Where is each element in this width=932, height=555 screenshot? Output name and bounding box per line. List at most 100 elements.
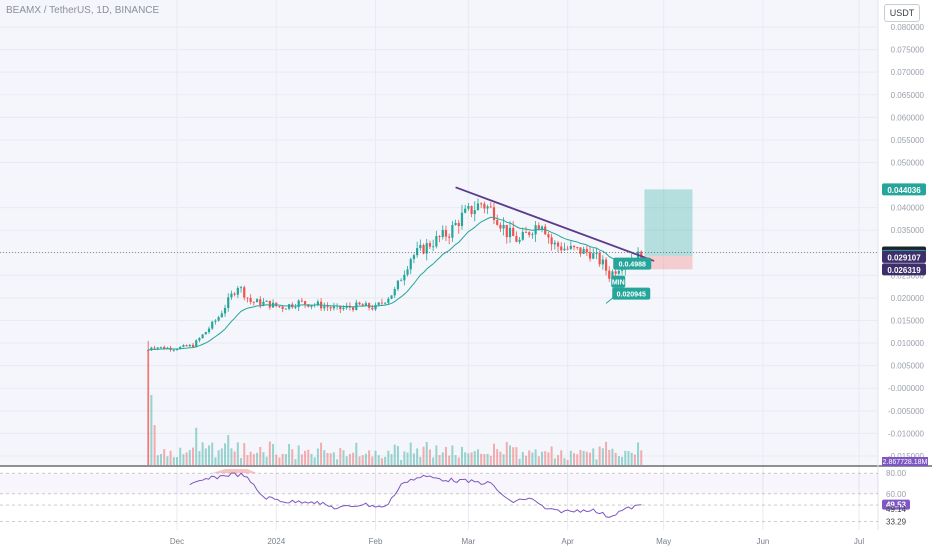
moving-average-line: [148, 216, 642, 351]
candle-body: [454, 222, 457, 226]
candle-body: [281, 306, 284, 309]
candle-body: [608, 270, 611, 279]
volume-bar: [412, 453, 415, 465]
volume-bar: [352, 452, 355, 465]
candle-body: [531, 234, 534, 236]
y-tick-label: 0.005000: [891, 362, 925, 371]
candle-body: [620, 269, 624, 271]
volume-bar: [409, 442, 412, 465]
symbol-title: BEAMX / TetherUS, 1D, BINANCE: [6, 5, 160, 16]
candle-body: [566, 248, 569, 250]
candle-body: [438, 236, 441, 237]
volume-bar: [377, 455, 380, 465]
y-tick-label: -0.000000: [888, 384, 925, 393]
volume-bar: [438, 455, 441, 465]
volume-bar: [595, 459, 598, 465]
volume-bar: [435, 445, 438, 465]
volume-bar: [380, 458, 383, 465]
volume-bar: [525, 455, 528, 465]
candle-body: [432, 246, 435, 248]
volume-bar: [406, 452, 409, 465]
candle-body: [441, 229, 444, 237]
candle-body: [524, 232, 528, 233]
rsi-line: [189, 472, 642, 518]
volume-bar: [208, 445, 211, 465]
volume-bar: [265, 456, 268, 465]
candle-body: [435, 236, 438, 247]
y-tick-label: 0.025000: [891, 271, 925, 280]
volume-bar: [460, 446, 463, 465]
rsi-overbought-fill: [212, 469, 258, 474]
volume-bar: [262, 452, 265, 465]
volume-bar: [310, 453, 313, 465]
volume-bar: [422, 446, 425, 465]
volume-bar: [617, 456, 620, 465]
candle-body: [553, 242, 556, 245]
candle-body: [249, 297, 252, 302]
candle-body: [496, 220, 499, 225]
candle-body: [268, 300, 271, 308]
volume-bar: [480, 453, 483, 465]
rsi-current-label: 49.53: [886, 501, 907, 510]
volume-bar: [291, 449, 294, 465]
volume-bar: [601, 448, 604, 465]
volume-bar: [444, 446, 447, 465]
volume-bar: [227, 435, 230, 465]
volume-bar: [326, 452, 329, 465]
volume-bar: [541, 451, 544, 465]
candle-body: [323, 306, 326, 309]
volume-bar: [294, 459, 297, 465]
x-tick-label: May: [656, 537, 671, 546]
candle-body: [416, 248, 419, 256]
volume-bar: [592, 448, 595, 465]
volume-bar: [630, 452, 633, 465]
candle-body: [352, 307, 355, 310]
volume-bar: [550, 446, 553, 465]
volume-bar: [640, 450, 643, 465]
currency-button[interactable]: USDT: [884, 4, 920, 22]
stop-zone: [644, 255, 693, 270]
candle-body: [576, 247, 579, 248]
candle-body: [508, 227, 512, 238]
candle-body: [588, 252, 592, 259]
candle-body: [585, 248, 588, 253]
volume-bar: [483, 454, 486, 465]
volume-bar: [416, 448, 419, 465]
x-tick-label: Dec: [170, 537, 184, 546]
candle-body: [604, 259, 608, 271]
volume-bar: [249, 451, 252, 465]
x-tick-label: Jul: [854, 537, 864, 546]
candle-body: [191, 344, 195, 347]
volume-bar: [307, 449, 310, 465]
volume-bar: [521, 451, 524, 465]
volume-bar: [589, 452, 592, 465]
candle-body: [451, 225, 454, 238]
volume-bar: [195, 427, 198, 465]
price-label-text: 0.026319: [887, 266, 921, 275]
candle-body: [185, 345, 188, 347]
candle-body: [179, 346, 182, 350]
volume-bar: [396, 446, 399, 465]
volume-bar: [496, 449, 499, 465]
volume-bar: [153, 425, 156, 465]
x-tick-label: Mar: [461, 537, 475, 546]
volume-bar: [569, 450, 572, 465]
rsi-current-box: [882, 499, 910, 510]
volume-bar: [534, 449, 537, 465]
rsi-tick-label: 33.29: [886, 517, 907, 526]
candle-body: [223, 307, 227, 314]
y-tick-label: 0.010000: [891, 339, 925, 348]
candle-body: [204, 332, 207, 335]
volume-bar: [159, 453, 162, 465]
volume-bar: [393, 444, 396, 465]
x-tick-label: 2024: [267, 537, 285, 546]
candle-body: [592, 253, 595, 259]
volume-bar: [156, 455, 159, 465]
candle-body: [159, 346, 163, 348]
volume-bar: [528, 450, 531, 465]
volume-bar: [441, 452, 444, 465]
volume-bar: [566, 459, 569, 465]
volume-bar: [512, 447, 515, 465]
candle-body: [448, 236, 451, 238]
volume-bar: [243, 443, 246, 465]
